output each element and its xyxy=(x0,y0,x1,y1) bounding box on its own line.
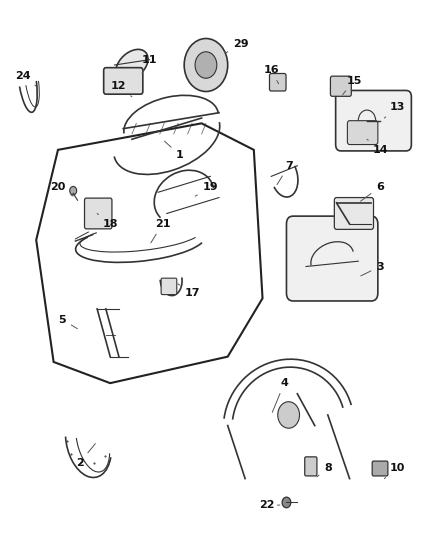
Text: 17: 17 xyxy=(178,284,201,298)
FancyBboxPatch shape xyxy=(269,74,286,91)
FancyBboxPatch shape xyxy=(334,198,374,229)
Circle shape xyxy=(184,38,228,92)
Text: 12: 12 xyxy=(111,81,132,97)
Text: 3: 3 xyxy=(361,262,384,276)
Text: 14: 14 xyxy=(367,139,388,155)
Text: 19: 19 xyxy=(195,182,218,196)
FancyBboxPatch shape xyxy=(286,216,378,301)
Circle shape xyxy=(195,52,217,78)
Text: 18: 18 xyxy=(97,214,118,229)
Text: 1: 1 xyxy=(165,141,184,160)
Text: 22: 22 xyxy=(259,500,280,510)
Text: 20: 20 xyxy=(50,182,73,196)
Text: 11: 11 xyxy=(141,55,157,73)
Text: 2: 2 xyxy=(76,443,95,467)
Circle shape xyxy=(70,187,77,195)
Text: 13: 13 xyxy=(385,102,405,118)
Text: 7: 7 xyxy=(277,161,293,184)
Text: 16: 16 xyxy=(263,66,279,84)
Circle shape xyxy=(282,497,291,508)
Text: 21: 21 xyxy=(151,219,170,243)
FancyBboxPatch shape xyxy=(336,91,411,151)
Text: 29: 29 xyxy=(226,39,249,53)
FancyBboxPatch shape xyxy=(161,278,177,295)
Text: 8: 8 xyxy=(317,463,332,477)
Text: 4: 4 xyxy=(272,378,288,413)
FancyBboxPatch shape xyxy=(85,198,112,229)
FancyBboxPatch shape xyxy=(372,461,388,476)
FancyBboxPatch shape xyxy=(104,68,143,94)
FancyBboxPatch shape xyxy=(330,76,351,96)
Text: 15: 15 xyxy=(343,76,362,95)
Text: 24: 24 xyxy=(15,70,36,86)
Text: 6: 6 xyxy=(360,182,384,201)
Text: 10: 10 xyxy=(385,463,405,479)
Ellipse shape xyxy=(116,50,148,80)
FancyBboxPatch shape xyxy=(305,457,317,476)
FancyBboxPatch shape xyxy=(347,120,378,144)
Circle shape xyxy=(278,402,300,428)
Text: 5: 5 xyxy=(59,314,78,329)
